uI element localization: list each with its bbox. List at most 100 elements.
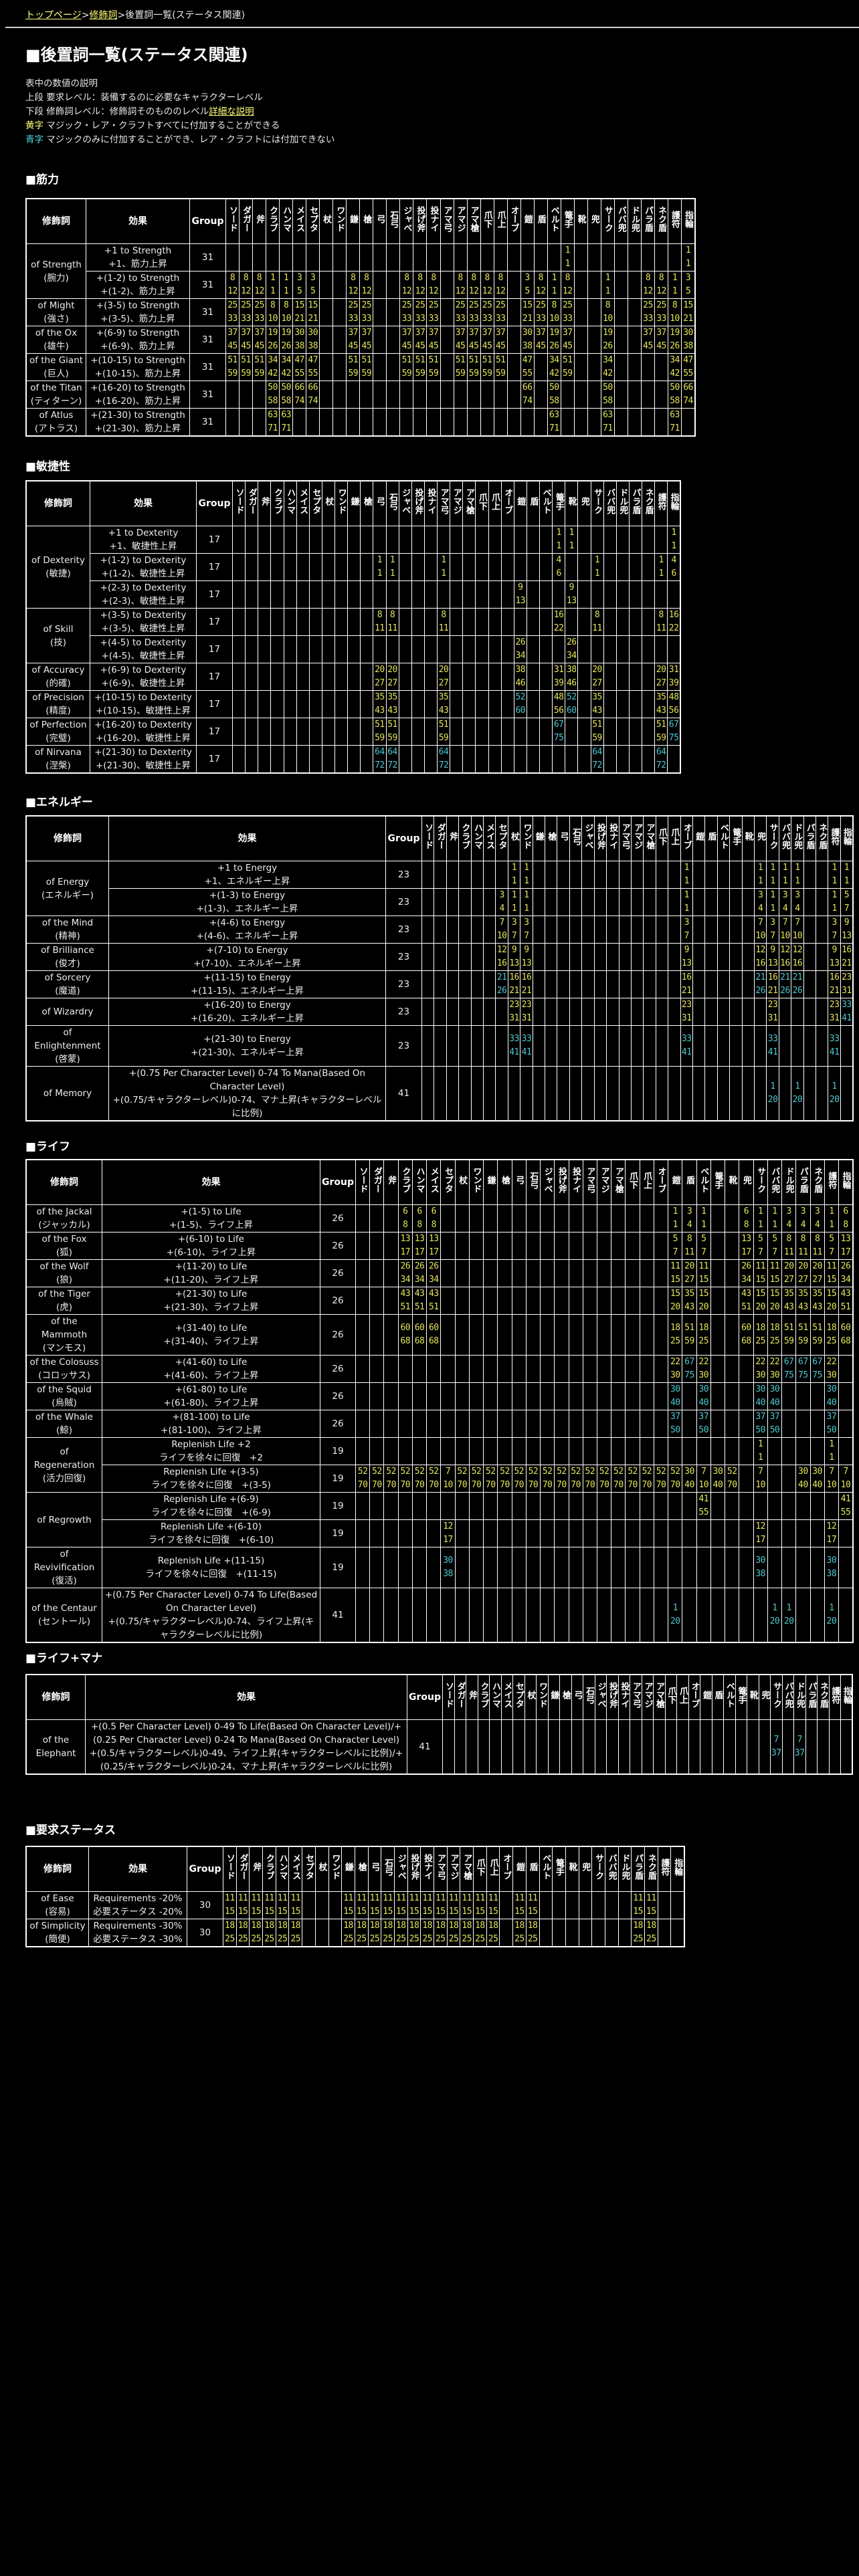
modifier-name: of Might (強さ) xyxy=(25,298,86,326)
level-cell xyxy=(296,553,310,581)
effect-line: +(41-60) to Life xyxy=(175,1357,248,1368)
column-header-label: ババ兜 xyxy=(769,1167,780,1193)
level-cell: 18 25 xyxy=(824,1314,839,1356)
level-cell xyxy=(569,1066,583,1121)
affix-level: 26 xyxy=(780,986,790,996)
level-cell xyxy=(700,1719,712,1775)
affix-level: 13 xyxy=(509,958,519,968)
required-level: 1 xyxy=(829,1206,834,1216)
required-level: 52 xyxy=(727,1467,737,1477)
column-header-item: 篭手 xyxy=(710,1159,726,1205)
column-header-label: オーブ xyxy=(689,1682,700,1708)
detail-explanation-link[interactable]: 詳細な説明 xyxy=(209,106,254,117)
modifier-name-line: of the Titan xyxy=(30,383,82,393)
level-cell xyxy=(568,1410,583,1438)
required-level: 37 xyxy=(698,1412,709,1422)
column-header-item: 靴 xyxy=(725,1159,740,1205)
affix-level: 10 xyxy=(281,314,291,324)
column-header-item: ベルト xyxy=(696,1159,711,1205)
modifier-name: of the Jackal (ジャッカル) xyxy=(25,1204,102,1232)
affix-level: 25 xyxy=(670,1336,680,1346)
affix-level: 20 xyxy=(767,1095,778,1105)
level-cell xyxy=(423,526,438,554)
level-cell xyxy=(587,271,601,299)
level-cell xyxy=(397,1437,413,1465)
required-level: 48 xyxy=(553,692,564,702)
required-level: 51 xyxy=(562,355,573,365)
column-header-item: 護符 xyxy=(828,815,841,861)
level-cell: 8 11 xyxy=(682,1232,697,1260)
column-header-label: サーク xyxy=(592,488,603,514)
level-cell xyxy=(547,1719,560,1775)
level-cell: 43 51 xyxy=(397,1287,413,1315)
level-cell xyxy=(470,888,484,916)
required-level: 11 xyxy=(290,1893,301,1903)
column-header-label: 槍 xyxy=(356,1862,367,1871)
required-level: 1 xyxy=(684,890,690,900)
required-level: 35 xyxy=(387,692,397,702)
affix-level: 33 xyxy=(643,314,653,324)
column-header-item: 爪下 xyxy=(655,815,669,861)
required-level: 18 xyxy=(462,1921,472,1931)
breadcrumb-parent-link[interactable]: 修飾詞 xyxy=(89,10,118,21)
affix-level: 27 xyxy=(684,1275,694,1285)
level-cell xyxy=(725,1547,740,1588)
level-cell xyxy=(411,1355,427,1383)
level-cell xyxy=(308,635,322,663)
level-cell xyxy=(308,745,322,774)
affix-level: 25 xyxy=(277,1934,288,1944)
required-level: 18 xyxy=(436,1921,446,1931)
level-cell xyxy=(710,1355,726,1383)
effect-line: +(61-80) to Life xyxy=(175,1384,248,1395)
modifier-name: of Enlightenment (啓蒙) xyxy=(25,1025,109,1067)
affix-level: 30 xyxy=(826,1370,837,1380)
level-cell: 47 55 xyxy=(292,353,307,381)
column-header-label: 靴 xyxy=(566,497,577,506)
group-cell: 23 xyxy=(385,1025,422,1067)
required-level: 1 xyxy=(786,1603,791,1613)
effect-cell: +(31-40) to Life +(31-40)、ライフ上昇 xyxy=(102,1314,320,1356)
required-level: 22 xyxy=(698,1357,709,1367)
level-cell: 41 55 xyxy=(696,1492,711,1520)
required-level: 19 xyxy=(670,328,680,338)
table-row: of the Colosuss (コロッサス) +(41-60) to Life +(… xyxy=(25,1355,854,1383)
level-cell xyxy=(334,553,349,581)
required-level: 23 xyxy=(509,1000,519,1010)
level-cell xyxy=(397,1355,413,1383)
level-cell xyxy=(735,1719,747,1775)
level-cell xyxy=(803,916,817,944)
column-header-item: 盾 xyxy=(533,198,548,244)
effect-line: +(0.5/キャラクターレベル)0-49、ライフ上昇(キャラクターレベルに比例)… xyxy=(89,1748,403,1772)
level-cell xyxy=(450,608,464,636)
level-cell xyxy=(717,916,731,944)
level-cell: 15 20 xyxy=(753,1287,768,1315)
column-header-item: クラブ xyxy=(458,815,472,861)
required-level: 18 xyxy=(395,1921,406,1931)
breadcrumb-home-link[interactable]: トップページ xyxy=(25,10,82,21)
column-header-item: メイス xyxy=(296,480,310,526)
level-cell xyxy=(506,408,521,437)
affix-level: 22 xyxy=(668,623,679,633)
required-level: 30 xyxy=(712,1467,723,1477)
level-cell xyxy=(809,1492,825,1520)
level-cell: 64 72 xyxy=(590,745,604,774)
column-header-label: 石弓 xyxy=(383,1858,393,1876)
level-cell xyxy=(568,1588,583,1643)
affix-level: 33 xyxy=(495,314,506,324)
level-cell xyxy=(809,1519,825,1547)
level-cell xyxy=(596,1314,612,1356)
column-header-item: 兜 xyxy=(753,815,767,861)
affix-level: 40 xyxy=(812,1480,822,1490)
effect-line: +(21-30)、筋力上昇 xyxy=(94,423,181,434)
required-level: 51 xyxy=(455,355,466,365)
level-cell: 52 70 xyxy=(369,1465,385,1493)
column-header-label: 篭手 xyxy=(553,492,564,510)
level-cell: 7 10 xyxy=(778,916,792,944)
level-cell: 21 26 xyxy=(495,970,508,998)
level-cell: 41 55 xyxy=(838,1492,854,1520)
required-level: 3 xyxy=(686,1206,692,1216)
affix-level: 74 xyxy=(683,396,693,406)
